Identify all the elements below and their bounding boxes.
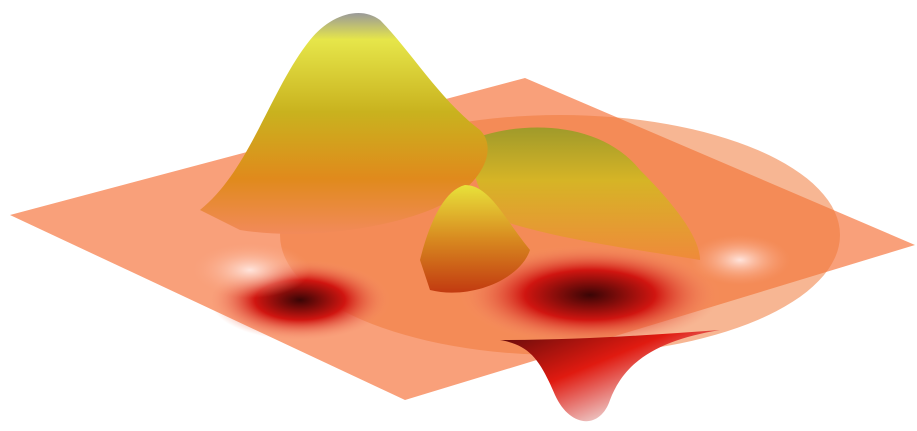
small-peak (420, 185, 530, 293)
right-highlight (690, 235, 790, 285)
left-highlight (190, 242, 310, 298)
right-ridge (470, 127, 700, 260)
pit (500, 330, 720, 422)
main-peak (200, 12, 488, 234)
center-dip (460, 245, 720, 345)
